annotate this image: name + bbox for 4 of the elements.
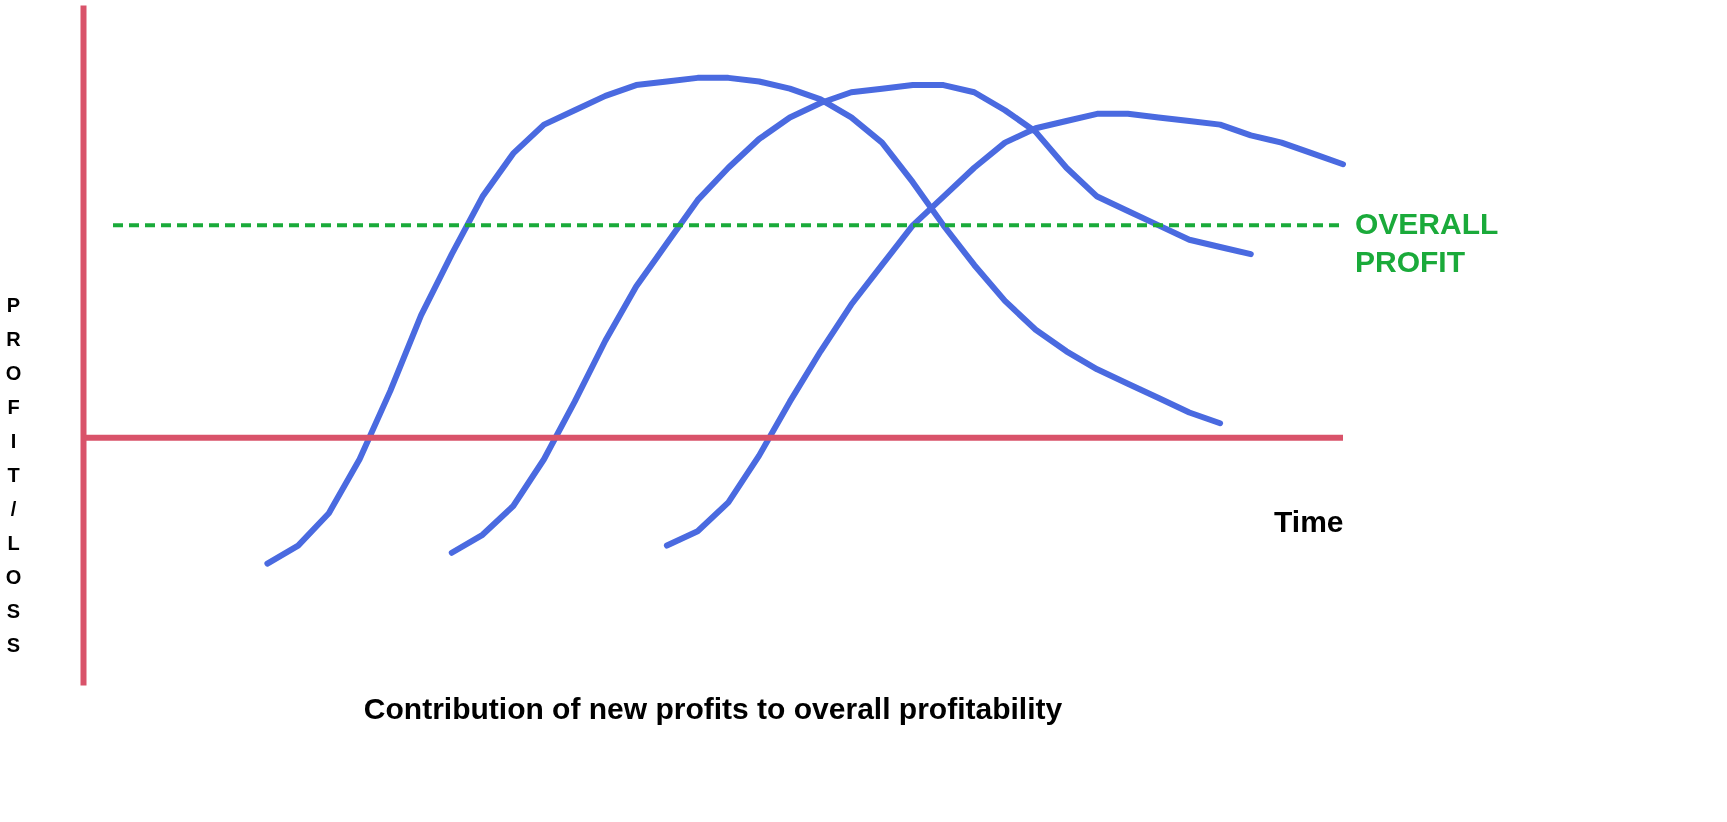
text: PROFIT/LOSS [5,293,22,656]
text: Contribution of new profits to overall profitability [363,692,1063,725]
ref-line-label: OVERALL PROFIT [1355,207,1499,279]
x-axis-title: Time [1274,505,1344,539]
